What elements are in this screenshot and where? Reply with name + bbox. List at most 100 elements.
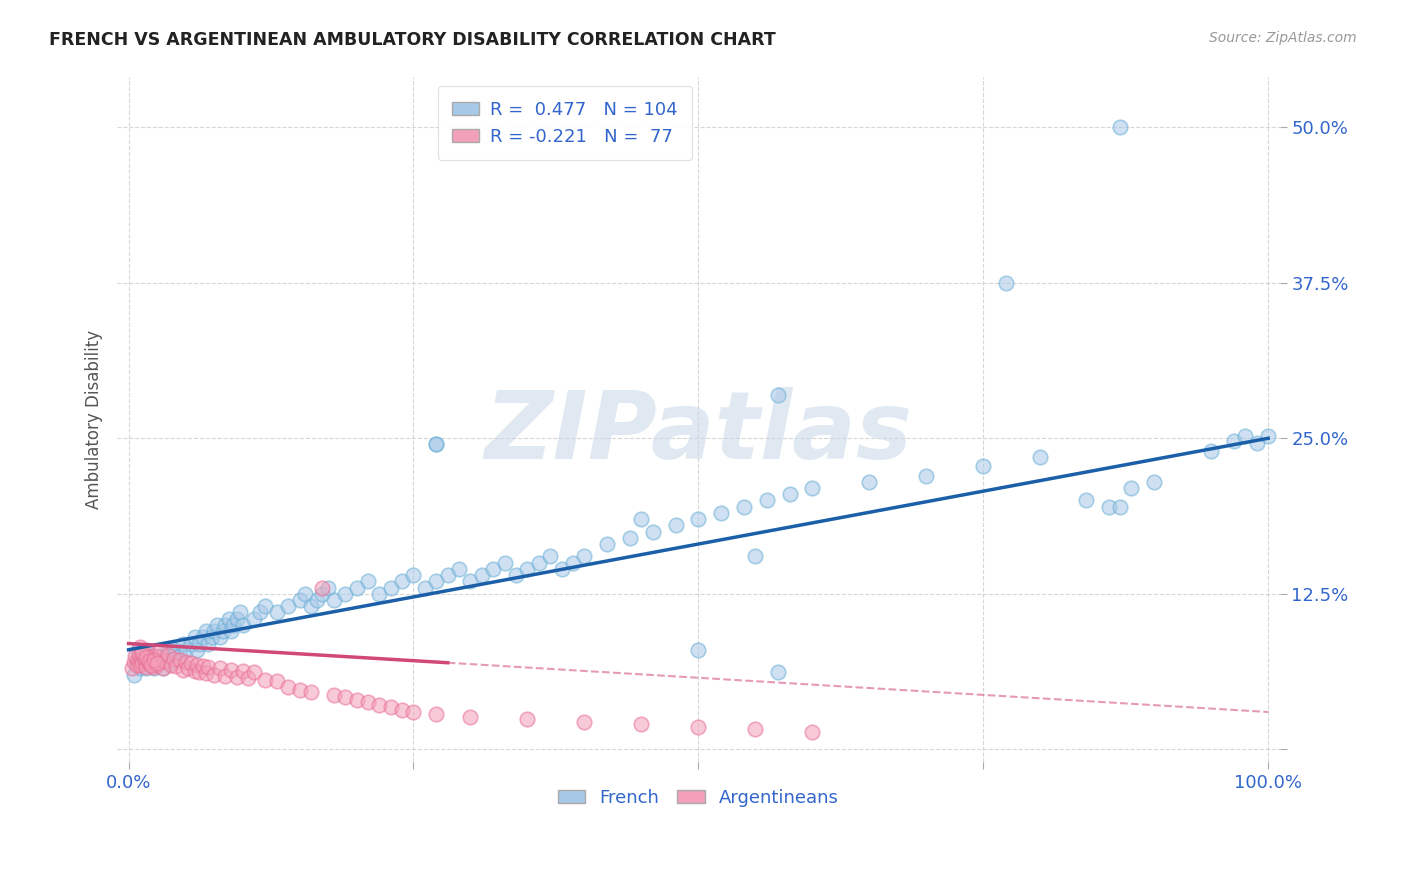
Point <box>1234 429 1257 443</box>
Point <box>202 667 225 681</box>
Point <box>124 648 146 663</box>
Point <box>294 587 316 601</box>
Point <box>1074 493 1097 508</box>
Point <box>152 661 174 675</box>
Point <box>733 500 755 514</box>
Point <box>538 549 561 564</box>
Point <box>218 612 240 626</box>
Point <box>766 665 789 680</box>
Point <box>1109 120 1132 135</box>
Point <box>380 700 402 714</box>
Point <box>180 657 202 671</box>
Point <box>460 710 482 724</box>
Point <box>305 593 328 607</box>
Point <box>165 659 187 673</box>
Point <box>266 673 288 688</box>
Point <box>688 512 710 526</box>
Point <box>243 665 266 680</box>
Point <box>801 481 824 495</box>
Point <box>208 631 231 645</box>
Point <box>1029 450 1052 464</box>
Point <box>146 657 169 671</box>
Point <box>135 642 157 657</box>
Point <box>128 648 150 662</box>
Point <box>357 695 380 709</box>
Point <box>143 654 166 668</box>
Point <box>1143 475 1166 489</box>
Point <box>212 624 235 639</box>
Point <box>157 642 180 657</box>
Point <box>183 664 205 678</box>
Point <box>380 581 402 595</box>
Point <box>402 705 425 719</box>
Point <box>222 618 245 632</box>
Point <box>148 650 170 665</box>
Point <box>153 654 176 668</box>
Y-axis label: Ambulatory Disability: Ambulatory Disability <box>86 330 103 509</box>
Point <box>1246 436 1268 450</box>
Point <box>195 666 218 681</box>
Point <box>391 702 413 716</box>
Point <box>135 650 157 665</box>
Point <box>174 642 197 657</box>
Point <box>266 606 288 620</box>
Point <box>165 642 187 657</box>
Point <box>391 574 413 589</box>
Point <box>630 717 652 731</box>
Point <box>232 618 254 632</box>
Point <box>322 593 344 607</box>
Point <box>471 568 494 582</box>
Point <box>516 562 538 576</box>
Point <box>710 506 733 520</box>
Point <box>155 648 177 663</box>
Point <box>596 537 619 551</box>
Point <box>449 562 471 576</box>
Point <box>425 437 447 451</box>
Point <box>214 618 236 632</box>
Point <box>159 657 181 672</box>
Point <box>744 723 766 737</box>
Point <box>425 574 447 589</box>
Point <box>129 651 152 665</box>
Legend: French, Argentineans: French, Argentineans <box>551 782 846 814</box>
Point <box>755 493 778 508</box>
Point <box>124 655 146 669</box>
Point <box>482 562 505 576</box>
Point <box>141 648 163 663</box>
Point <box>779 487 801 501</box>
Point <box>288 682 311 697</box>
Point <box>402 568 425 582</box>
Point <box>141 655 163 669</box>
Point <box>225 670 247 684</box>
Point <box>527 556 550 570</box>
Point <box>131 657 153 671</box>
Point <box>129 661 152 675</box>
Point <box>186 642 208 657</box>
Point <box>127 642 149 657</box>
Point <box>562 556 585 570</box>
Point <box>333 587 356 601</box>
Point <box>311 581 333 595</box>
Point <box>197 660 219 674</box>
Point <box>550 562 572 576</box>
Point <box>172 663 194 677</box>
Point <box>801 725 824 739</box>
Point <box>322 688 344 702</box>
Point <box>121 661 143 675</box>
Point <box>766 388 789 402</box>
Point <box>125 655 148 669</box>
Point <box>191 659 214 673</box>
Point <box>232 664 254 678</box>
Point <box>688 720 710 734</box>
Point <box>346 692 368 706</box>
Point <box>136 645 159 659</box>
Point <box>172 636 194 650</box>
Point <box>238 672 260 686</box>
Point <box>460 574 482 589</box>
Point <box>436 568 458 582</box>
Point <box>146 655 169 669</box>
Point <box>494 556 516 570</box>
Point <box>186 657 208 672</box>
Point <box>174 655 197 669</box>
Point <box>299 599 322 614</box>
